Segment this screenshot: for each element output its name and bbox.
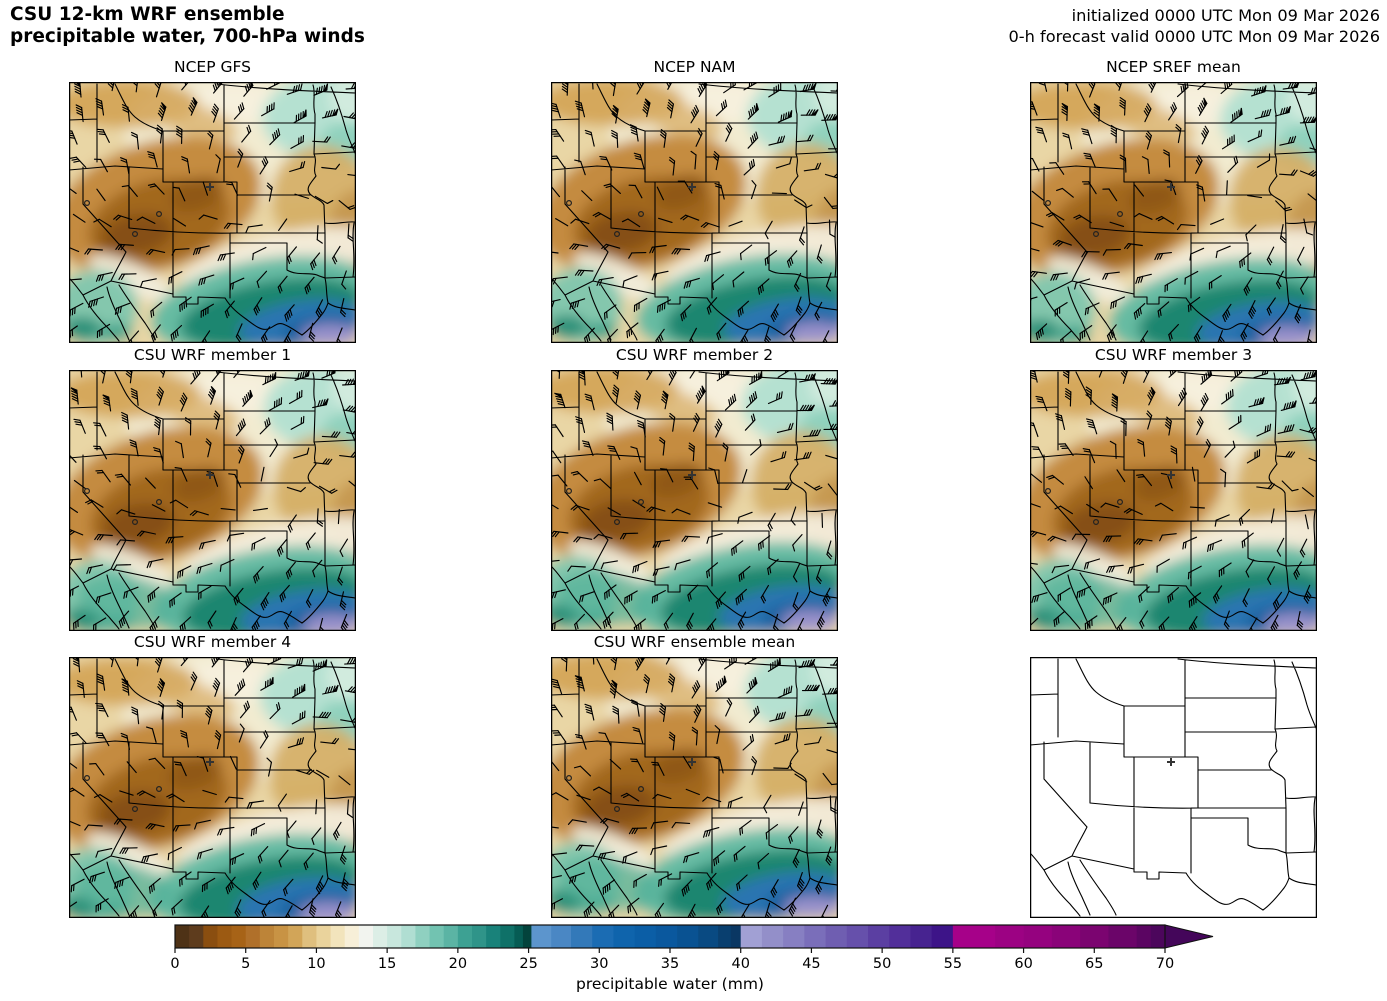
map-panel-3 — [1030, 82, 1317, 343]
wind-barbs — [69, 657, 356, 918]
panel-border — [551, 370, 838, 631]
panel-border — [1030, 657, 1317, 918]
wind-barbs — [551, 657, 838, 918]
map-canvas — [551, 370, 838, 631]
station-circle-markers — [566, 487, 644, 526]
state-boundaries — [1030, 658, 1317, 917]
panel-title-ncep-nam: NCEP NAM — [653, 58, 736, 76]
map-panel-5 — [551, 370, 838, 631]
svg-text:70: 70 — [1156, 956, 1174, 972]
site-cross-marker — [1167, 183, 1175, 191]
map-panel-4 — [69, 370, 356, 631]
panel-title-csu-wrf-member-3: CSU WRF member 3 — [1094, 346, 1253, 364]
wind-barbs — [1030, 82, 1317, 343]
pwat-shading — [1030, 370, 1317, 631]
station-circle-markers — [1045, 199, 1123, 238]
map-canvas — [551, 657, 838, 918]
svg-text:45: 45 — [802, 956, 820, 972]
site-cross-marker — [206, 758, 214, 766]
panel-border — [551, 657, 838, 918]
panel-border — [69, 370, 356, 631]
map-canvas — [69, 82, 356, 343]
map-canvas — [69, 657, 356, 918]
state-boundaries — [551, 658, 838, 917]
pwat-shading — [551, 370, 838, 631]
panel-border — [69, 82, 356, 343]
colorbar-svg: 0 5 10 15 20 25 30 35 40 45 50 55 60 65 70 precipitable… — [170, 924, 1214, 993]
svg-text:55: 55 — [944, 956, 962, 972]
colorbar-label: precipitable water (mm) — [576, 975, 764, 993]
svg-text:30: 30 — [590, 956, 608, 972]
init-time-text: initialized 0000 UTC Mon 09 Mar 2026 — [1071, 6, 1380, 25]
colorbar-ticks — [174, 948, 1166, 953]
map-canvas — [1030, 370, 1317, 631]
panel-border — [1030, 370, 1317, 631]
panel-border — [1030, 82, 1317, 343]
svg-text:15: 15 — [378, 956, 396, 972]
colorbar-tick-labels: 0 5 10 15 20 25 30 35 40 45 50 55 60 65 70 — [170, 956, 1174, 972]
panel-title-csu-wrf-member-4: CSU WRF member 4 — [133, 633, 292, 651]
map-panel-2 — [551, 82, 838, 343]
state-boundaries — [1030, 371, 1317, 630]
panel-border — [69, 657, 356, 918]
svg-text:50: 50 — [873, 956, 891, 972]
figure-title-line2: precipitable water, 700-hPa winds — [10, 26, 365, 47]
station-circle-markers — [84, 199, 162, 238]
map-panel-blank-outline — [1030, 657, 1317, 918]
site-cross-marker — [1167, 471, 1175, 479]
map-panel-1 — [69, 82, 356, 343]
map-canvas — [1030, 657, 1317, 918]
panel-title-csu-wrf-member-1: CSU WRF member 1 — [133, 346, 292, 364]
svg-text:40: 40 — [731, 956, 749, 972]
state-boundaries — [551, 83, 838, 342]
map-canvas — [69, 370, 356, 631]
svg-text:0: 0 — [170, 956, 179, 972]
svg-text:35: 35 — [661, 956, 679, 972]
valid-time-text: 0-h forecast valid 0000 UTC Mon 09 Mar 2… — [1008, 27, 1380, 46]
site-cross-marker — [206, 471, 214, 479]
site-cross-marker — [688, 471, 696, 479]
station-circle-markers — [84, 487, 162, 526]
figure-title-line1: CSU 12-km WRF ensemble — [10, 4, 285, 25]
map-canvas — [1030, 82, 1317, 343]
site-cross-marker — [206, 183, 214, 191]
station-circle-markers — [566, 199, 644, 238]
panel-title-csu-wrf-member-2: CSU WRF member 2 — [615, 346, 774, 364]
state-boundaries — [69, 371, 356, 630]
map-panel-6 — [1030, 370, 1317, 631]
wind-barbs — [551, 82, 838, 343]
svg-text:60: 60 — [1014, 956, 1032, 972]
site-cross-marker — [1167, 758, 1175, 766]
figure-title: CSU 12-km WRF ensemble precipitable wate… — [10, 4, 365, 48]
panel-title-ncep-gfs: NCEP GFS — [174, 58, 251, 76]
svg-text:65: 65 — [1085, 956, 1103, 972]
panel-title-csu-wrf-ensemble-mean: CSU WRF ensemble mean — [593, 633, 796, 651]
svg-text:10: 10 — [307, 956, 325, 972]
pwat-shading — [551, 82, 838, 343]
station-circle-markers — [566, 774, 644, 813]
svg-text:5: 5 — [241, 956, 250, 972]
svg-text:25: 25 — [519, 956, 537, 972]
map-panel-8 — [551, 657, 838, 918]
station-circle-markers — [84, 774, 162, 813]
map-panel-7 — [69, 657, 356, 918]
station-circle-markers — [1045, 487, 1123, 526]
figure-init-info: initialized 0000 UTC Mon 09 Mar 2026 0-h… — [1008, 5, 1380, 47]
state-boundaries — [1030, 83, 1317, 342]
panel-title-ncep-sref-mean: NCEP SREF mean — [1106, 58, 1241, 76]
site-cross-marker — [688, 758, 696, 766]
map-canvas — [551, 82, 838, 343]
panel-border — [551, 82, 838, 343]
svg-text:20: 20 — [449, 956, 467, 972]
site-cross-marker — [688, 183, 696, 191]
